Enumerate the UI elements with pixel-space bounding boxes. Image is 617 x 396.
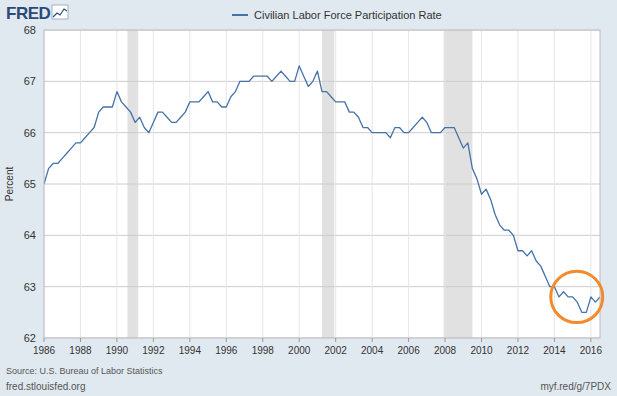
grid-line	[372, 30, 373, 338]
grid-line	[44, 184, 600, 185]
y-tick-label: 63	[24, 281, 36, 293]
x-tick-label: 1988	[69, 345, 92, 356]
x-tick-label: 2012	[507, 345, 530, 356]
y-tick-label: 67	[24, 75, 36, 87]
logo-line	[53, 9, 67, 17]
x-tick-label: 2014	[543, 345, 566, 356]
x-tick	[481, 338, 482, 342]
x-tick-label: 1998	[252, 345, 275, 356]
grid-line	[408, 30, 409, 338]
logo: FRED	[6, 4, 51, 23]
y-tick-label: 62	[24, 332, 36, 344]
grid-line	[445, 30, 446, 338]
logo-icon	[52, 5, 68, 19]
y-tick-label: 64	[24, 229, 36, 241]
x-tick	[335, 338, 336, 342]
x-tick-label: 2010	[470, 345, 493, 356]
legend: Civilian Labor Force Participation Rate	[232, 9, 442, 21]
y-tick-label: 65	[24, 178, 36, 190]
source: Source: U.S. Bureau of Labor Statistics	[6, 366, 163, 376]
x-tick	[299, 338, 300, 342]
plot-group	[44, 30, 600, 338]
y-tick-label: 66	[24, 127, 36, 139]
legend-label: Civilian Labor Force Participation Rate	[254, 9, 442, 21]
x-tick	[189, 338, 190, 342]
grid-line	[116, 30, 117, 338]
x-tick	[554, 338, 555, 342]
x-tick-label: 1986	[33, 345, 56, 356]
y-tick-label: 68	[24, 24, 36, 36]
grid-line	[44, 132, 600, 133]
x-tick-label: 1992	[142, 345, 165, 356]
legend-swatch	[232, 14, 248, 16]
logo-box	[52, 5, 68, 19]
y-axis-label: Percent	[4, 167, 15, 202]
grid-line	[44, 235, 600, 236]
grid-line	[153, 30, 154, 338]
grid-line	[554, 30, 555, 338]
x-tick	[226, 338, 227, 342]
x-tick-label: 2000	[288, 345, 311, 356]
x-tick	[80, 338, 81, 342]
site: fred.stlouisfed.org	[6, 381, 86, 392]
grid-line	[481, 30, 482, 338]
x-tick	[590, 338, 591, 342]
x-tick	[262, 338, 263, 342]
x-tick-label: 2016	[580, 345, 603, 356]
x-tick-label: 2006	[397, 345, 420, 356]
x-tick	[44, 338, 45, 342]
x-tick-label: 1994	[179, 345, 202, 356]
series-line	[44, 66, 600, 312]
x-tick-label: 2008	[434, 345, 457, 356]
chart: 62 63 64 65 66 67 68 1986 1988 1990 1992 1994 1996 19…	[0, 0, 617, 396]
link: myf.red/g/7PDX	[540, 381, 611, 392]
grid-line	[517, 30, 518, 338]
x-tick	[408, 338, 409, 342]
x-tick	[153, 338, 154, 342]
x-tick-label: 1996	[215, 345, 238, 356]
grid-line	[44, 286, 600, 287]
background	[0, 0, 617, 396]
grid-line	[335, 30, 336, 338]
x-tick	[116, 338, 117, 342]
x-tick	[445, 338, 446, 342]
highlight-ellipse	[551, 271, 603, 322]
grid-line	[299, 30, 300, 338]
x-tick-label: 2004	[361, 345, 384, 356]
grid-line	[80, 30, 81, 338]
x-tick	[517, 338, 518, 342]
plot-area	[44, 30, 600, 338]
x-tick-label: 1990	[106, 345, 129, 356]
grid-line	[590, 30, 591, 338]
grid-line	[44, 81, 600, 82]
x-tick	[372, 338, 373, 342]
plot-frame	[44, 30, 600, 338]
x-tick-label: 2002	[325, 345, 348, 356]
grid-line	[189, 30, 190, 338]
grid-line	[226, 30, 227, 338]
